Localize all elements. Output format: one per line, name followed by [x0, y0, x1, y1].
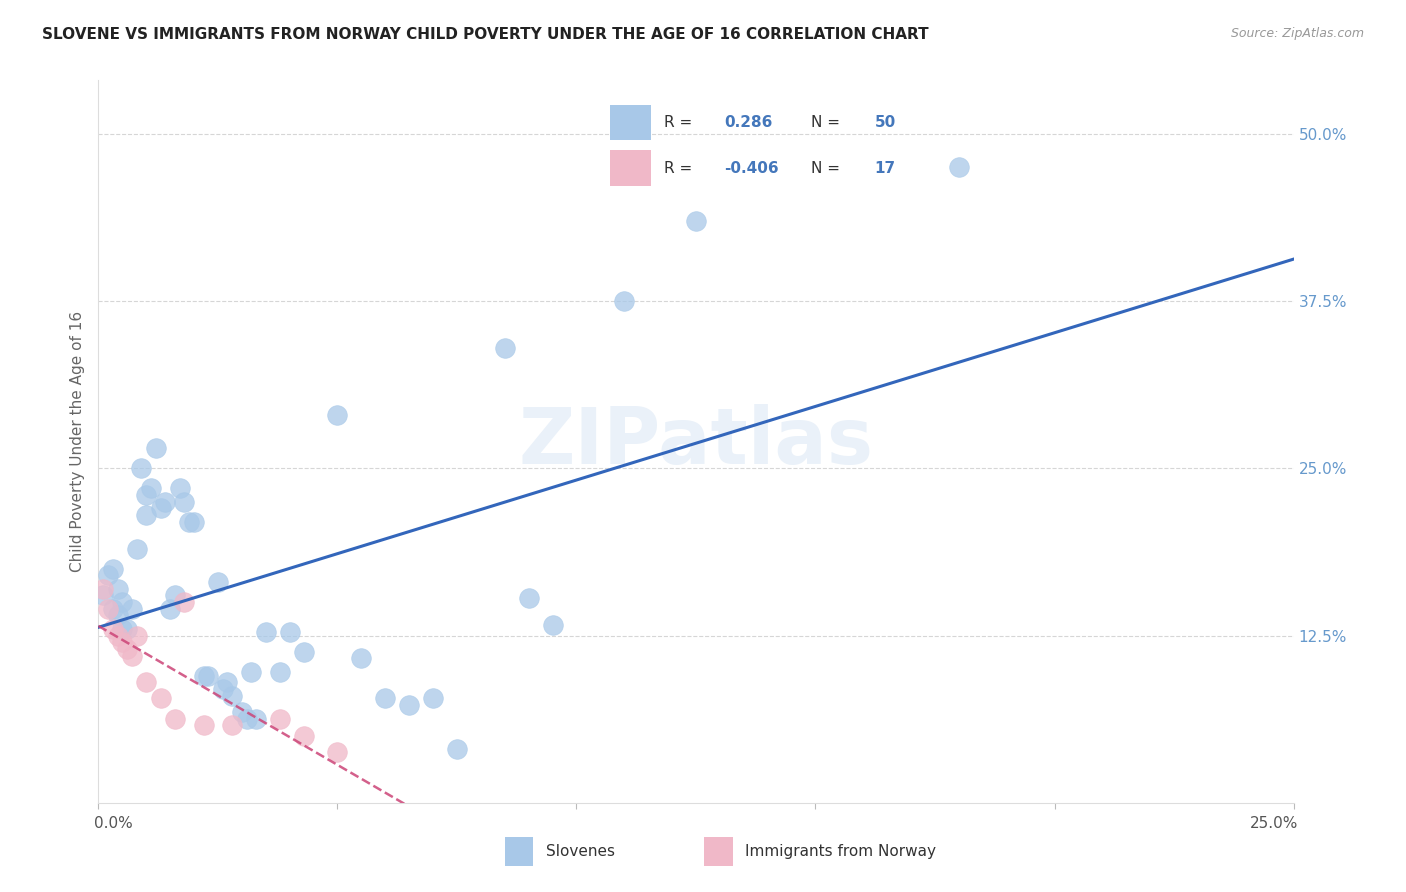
- Point: [254, 624, 277, 639]
- Point: [145, 442, 167, 455]
- Point: [107, 608, 129, 623]
- Point: [115, 622, 138, 636]
- Point: [131, 461, 153, 475]
- Point: [91, 589, 114, 603]
- Point: [613, 294, 636, 309]
- Point: [163, 589, 186, 603]
- Point: [221, 718, 243, 732]
- Point: [149, 691, 172, 706]
- Point: [149, 501, 172, 516]
- Text: ZIPatlas: ZIPatlas: [519, 403, 873, 480]
- Point: [217, 675, 239, 690]
- Point: [163, 712, 186, 726]
- Point: [173, 494, 195, 508]
- Point: [231, 705, 253, 719]
- Point: [115, 642, 138, 657]
- Point: [155, 494, 177, 508]
- Point: [517, 591, 540, 606]
- Point: [240, 665, 263, 679]
- Point: [221, 689, 243, 703]
- Point: [179, 515, 201, 529]
- Point: [326, 408, 349, 422]
- Point: [97, 602, 120, 616]
- Point: [685, 214, 707, 228]
- Point: [101, 562, 124, 576]
- Point: [269, 665, 291, 679]
- Point: [111, 635, 134, 649]
- Point: [139, 482, 162, 496]
- Point: [446, 742, 468, 756]
- Point: [245, 712, 267, 726]
- Text: SLOVENE VS IMMIGRANTS FROM NORWAY CHILD POVERTY UNDER THE AGE OF 16 CORRELATION : SLOVENE VS IMMIGRANTS FROM NORWAY CHILD …: [42, 27, 929, 42]
- Point: [125, 541, 148, 556]
- Point: [101, 622, 124, 636]
- Point: [173, 595, 195, 609]
- Point: [269, 712, 291, 726]
- Point: [350, 651, 373, 665]
- Point: [135, 488, 157, 502]
- Text: Source: ZipAtlas.com: Source: ZipAtlas.com: [1230, 27, 1364, 40]
- Point: [135, 675, 157, 690]
- Point: [101, 602, 124, 616]
- Point: [169, 482, 191, 496]
- Point: [541, 617, 564, 632]
- Point: [211, 681, 233, 696]
- Text: 25.0%: 25.0%: [1250, 816, 1298, 831]
- Point: [193, 718, 215, 732]
- Point: [111, 622, 134, 636]
- Point: [326, 745, 349, 759]
- Point: [159, 602, 181, 616]
- Point: [207, 575, 229, 590]
- Point: [292, 644, 315, 658]
- Y-axis label: Child Poverty Under the Age of 16: Child Poverty Under the Age of 16: [70, 311, 86, 572]
- Point: [292, 729, 315, 743]
- Point: [193, 669, 215, 683]
- Point: [107, 628, 129, 642]
- Point: [494, 341, 516, 355]
- Point: [278, 624, 301, 639]
- Point: [422, 691, 444, 706]
- Point: [374, 691, 396, 706]
- Point: [183, 515, 205, 529]
- Text: 0.0%: 0.0%: [94, 816, 132, 831]
- Point: [197, 669, 219, 683]
- Point: [948, 161, 970, 175]
- Point: [125, 628, 148, 642]
- Point: [91, 582, 114, 596]
- Point: [398, 698, 420, 712]
- Point: [235, 712, 257, 726]
- Point: [97, 568, 120, 582]
- Point: [111, 595, 134, 609]
- Point: [135, 508, 157, 523]
- Point: [121, 648, 143, 663]
- Point: [107, 582, 129, 596]
- Point: [121, 602, 143, 616]
